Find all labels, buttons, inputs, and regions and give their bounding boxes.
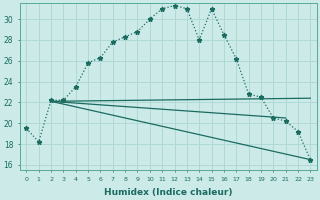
X-axis label: Humidex (Indice chaleur): Humidex (Indice chaleur) [104, 188, 233, 197]
